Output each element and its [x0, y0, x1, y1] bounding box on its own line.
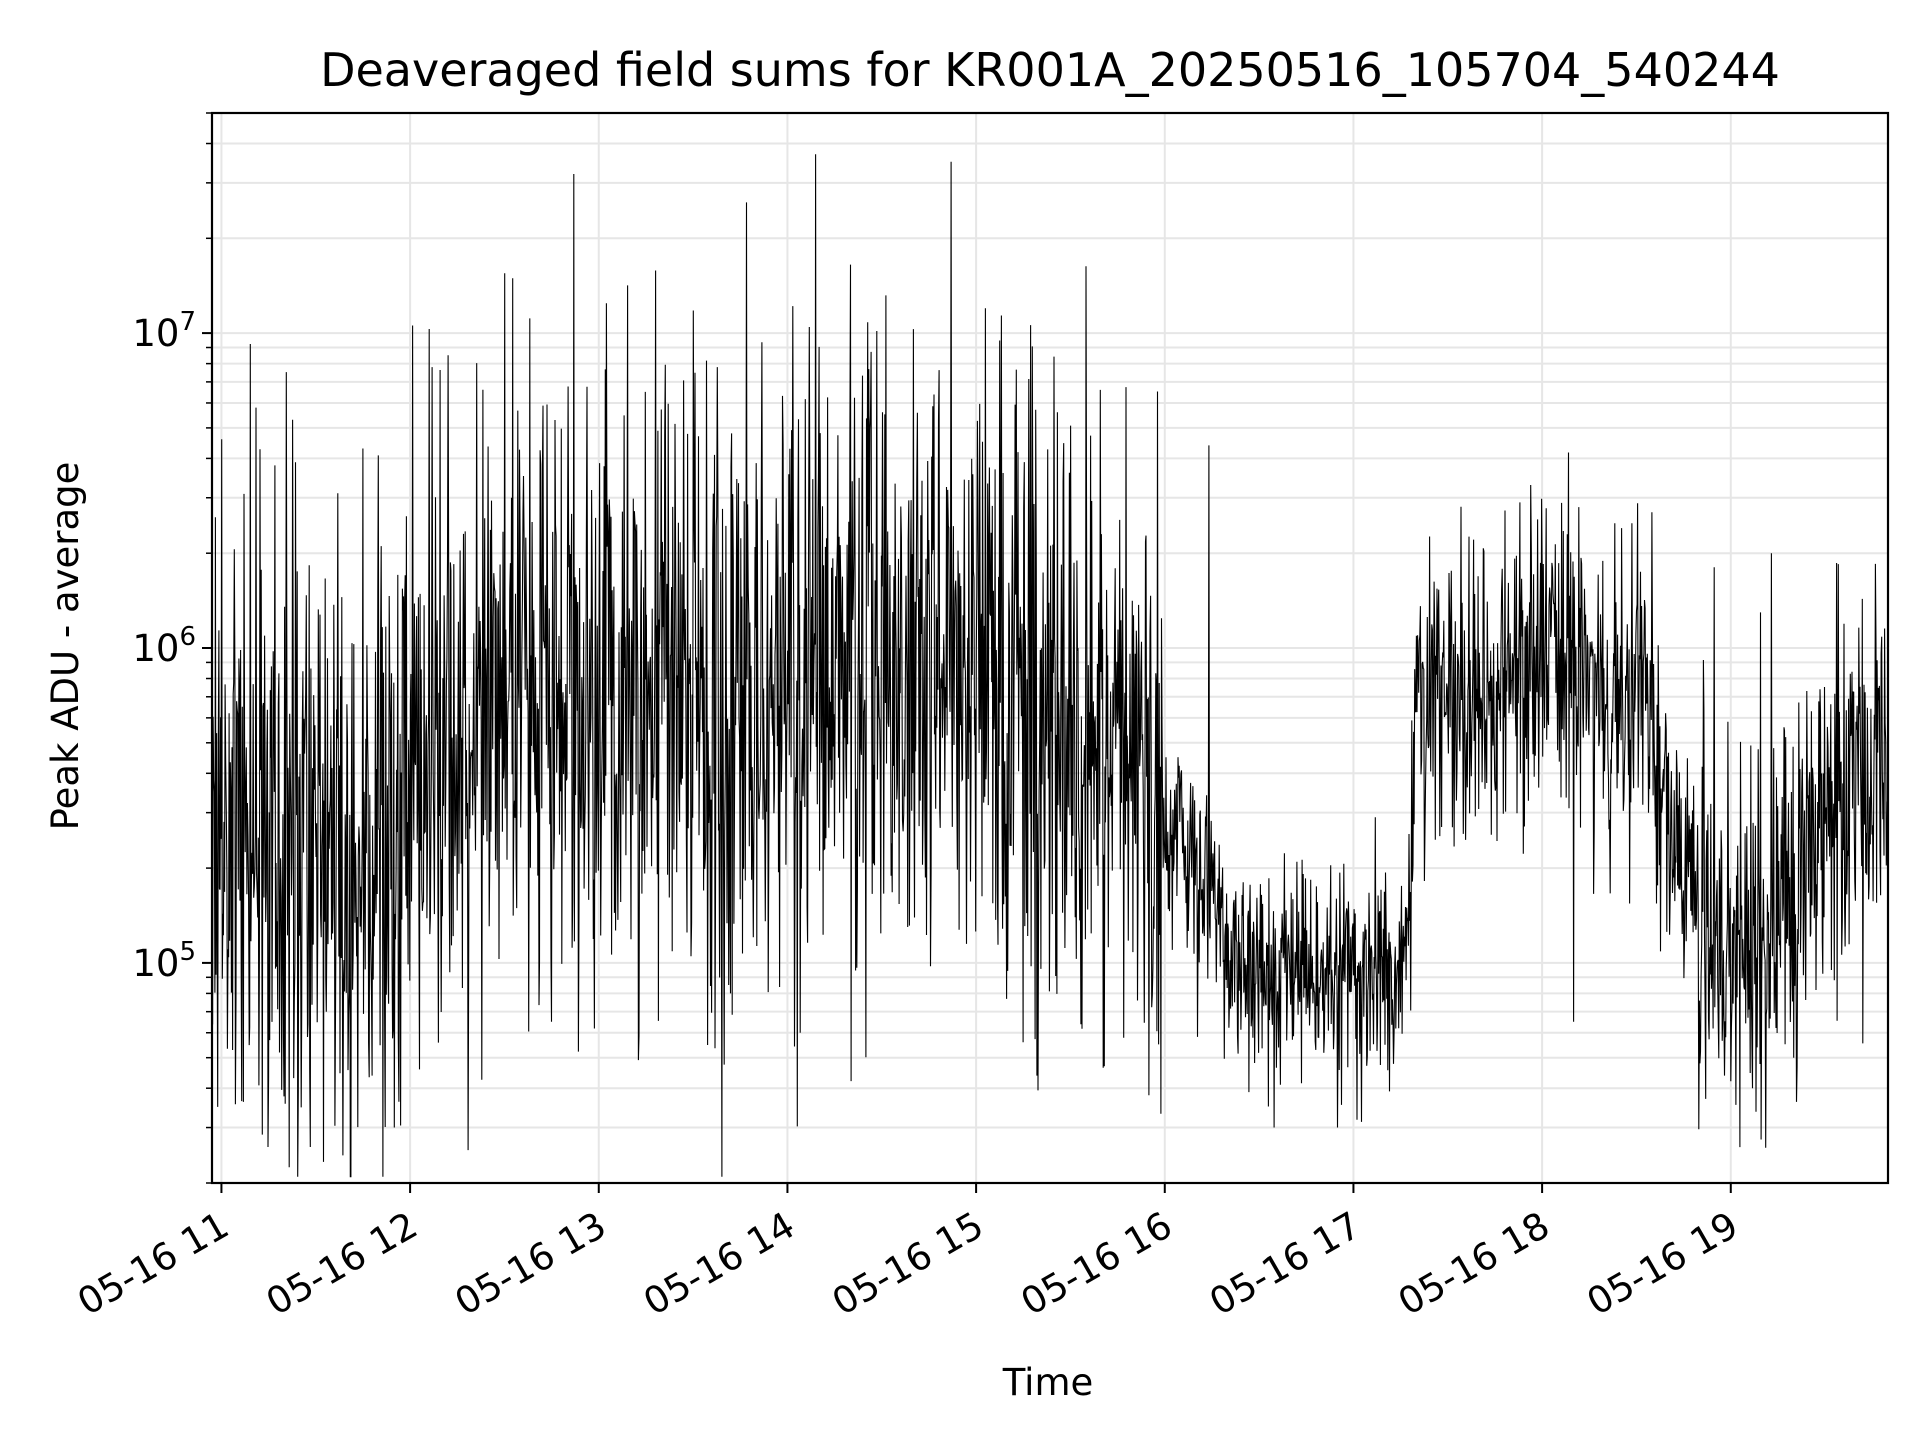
y-tick-label: 107	[132, 307, 196, 355]
y-tick-exponent: 5	[179, 937, 196, 967]
chart-title: Deaveraged field sums for KR001A_2025051…	[320, 43, 1780, 97]
y-tick-label: 106	[132, 622, 196, 670]
y-tick-exponent: 6	[179, 622, 196, 652]
series-line	[212, 154, 1888, 1178]
y-tick-base: 10	[132, 627, 179, 670]
y-tick-exponent: 7	[179, 307, 196, 337]
x-axis-label: Time	[1002, 1361, 1094, 1404]
y-tick-base: 10	[132, 942, 179, 985]
y-tick-label: 105	[132, 937, 196, 985]
series-layer	[212, 154, 1888, 1178]
y-axis-label: Peak ADU - average	[44, 462, 87, 831]
y-tick-base: 10	[132, 312, 179, 355]
